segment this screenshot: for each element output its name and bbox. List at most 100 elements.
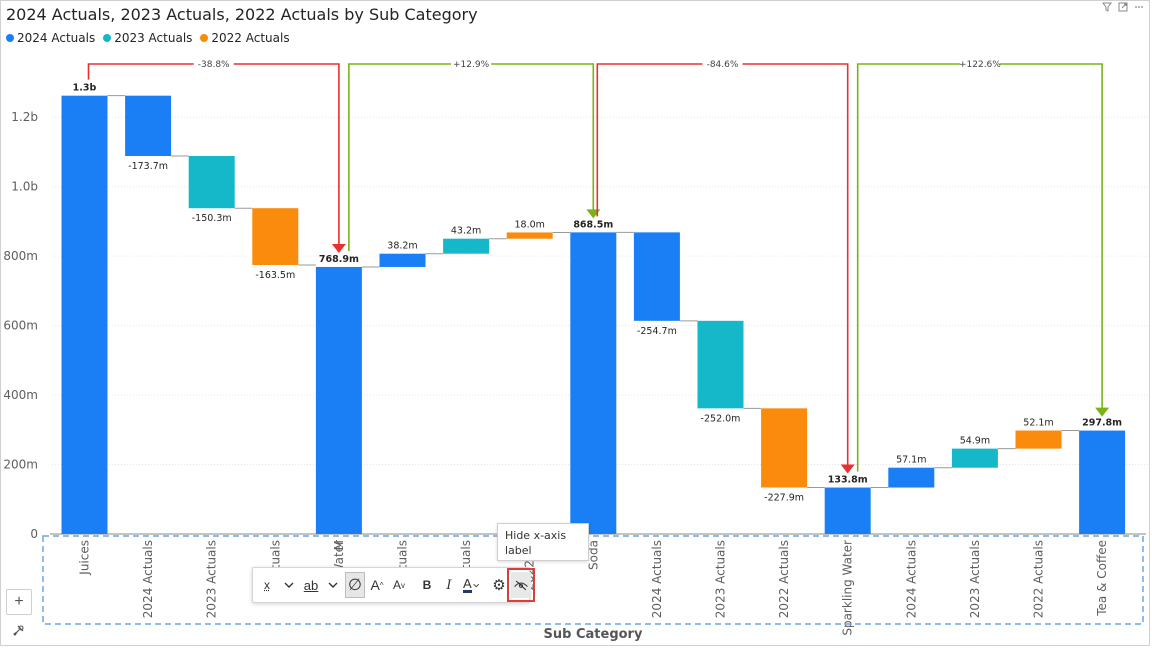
delta-bar[interactable] [951,448,998,468]
delta-bar[interactable] [125,95,172,156]
font-grow-glyph: A [370,577,380,593]
legend-label-2023: 2023 Actuals [114,31,193,45]
data-label: 768.9m [319,254,359,265]
font-grow-icon[interactable]: A ^ [370,577,384,593]
x-tick-label: Soda [586,540,600,570]
x-tick-label: 2023 Actuals [968,540,982,618]
add-glyph: + [14,593,24,610]
text-style-icon[interactable]: ab [301,572,321,598]
y-tick-label: 400m [3,388,38,402]
italic-icon[interactable]: I [439,572,459,598]
waterfall-connectors [107,95,1080,489]
data-label: 54.9m [960,436,990,447]
x-axis-label-icon[interactable]: x [257,572,277,598]
more-options-icon[interactable] [1134,2,1144,12]
hide-label-icon[interactable] [507,568,535,602]
chart-title: 2024 Actuals, 2023 Actuals, 2022 Actuals… [6,5,478,24]
italic-glyph: I [446,577,452,593]
filter-icon[interactable] [1102,2,1112,12]
variance-annotations: -38.8% +12.9% -84.6% +122.6% [87,57,1110,474]
x-tick-label: ctuals [396,540,410,576]
x-axis-label-glyph: x [264,578,270,592]
variance-label: +12.9% [453,60,490,70]
variance-arrowhead [840,464,855,474]
delta-bar[interactable] [697,320,744,409]
none-glyph: ∅ [348,577,362,594]
y-tick-label: 1.0b [11,180,38,194]
format-brush-icon[interactable] [6,617,32,643]
variance-label-bg [702,57,743,70]
data-label: 297.8m [1082,418,1122,429]
data-label: 18.0m [514,219,544,230]
variance-label: +122.6% [959,60,1001,70]
data-label: -173.7m [128,161,168,172]
variance-connector [348,63,595,251]
x-tick-label: 2023 Actuals [205,540,219,618]
legend-item-2024[interactable]: 2024 Actuals [6,31,95,45]
variance-label: -84.6% [707,60,739,70]
x-axis-title: Sub Category [544,627,643,642]
data-label: -150.3m [192,213,232,224]
legend: 2024 Actuals 2023 Actuals 2022 Actuals [6,31,290,45]
delta-bar[interactable] [252,208,299,265]
font-shrink-glyph: A [392,578,401,592]
legend-dot-2023 [103,34,112,42]
font-color-icon[interactable]: A [461,572,481,598]
data-label: -252.0m [701,413,741,424]
variance-label-bg [451,57,492,70]
settings-icon[interactable]: ⚙ [489,572,509,598]
x-tick-label: 2023 Actuals [714,540,728,618]
x-tick-label: ctuals [459,540,473,576]
delta-bar[interactable] [506,232,553,239]
bold-icon[interactable]: B [417,572,437,598]
y-tick-label: 200m [3,458,38,472]
hide-label-tooltip: Hide x-axis label [497,523,589,561]
chevron-down-icon[interactable] [323,572,343,598]
delta-bar[interactable] [379,253,426,267]
total-bar[interactable] [315,266,362,534]
total-bar[interactable] [61,95,108,534]
delta-bar[interactable] [188,155,235,209]
data-label: 38.2m [387,241,417,252]
delta-bar[interactable] [443,238,490,254]
x-tick-label: 2022 Actuals [777,540,791,618]
variance-arrowhead [586,209,601,219]
legend-label-2022: 2022 Actuals [211,31,290,45]
variance-arrowhead [331,243,346,253]
variance-label-bg [959,57,1000,70]
chevron-down-icon[interactable] [279,572,299,598]
x-tick-label: Sparkling Water [841,540,855,636]
x-tick-label: Juices [78,540,92,576]
data-label: 868.5m [573,219,613,230]
delta-bar[interactable] [761,408,808,488]
add-button[interactable]: + [6,589,32,615]
x-tick-label: ctuals [268,540,282,576]
y-tick-label: 800m [3,249,38,263]
total-bar[interactable] [570,232,617,535]
focus-mode-icon[interactable] [1118,2,1128,12]
x-tick-label: M [332,540,346,550]
legend-item-2022[interactable]: 2022 Actuals [200,31,290,45]
legend-item-2023[interactable]: 2023 Actuals [103,31,192,45]
data-label: 57.1m [896,455,926,466]
data-label: -227.9m [764,492,804,503]
delta-bar[interactable] [888,467,935,488]
variance-arrowhead [1095,407,1110,417]
x-tick-label: 2024 Actuals [650,540,664,618]
x-tick-label: 2022 Actuals [1032,540,1046,618]
settings-glyph: ⚙ [492,577,506,594]
none-icon[interactable]: ∅ [345,572,365,598]
x-tick-label: Tea & Coffee [1095,540,1109,617]
legend-label-2024: 2024 Actuals [17,31,96,45]
y-tick-label: 1.2b [11,110,38,124]
delta-bar[interactable] [1015,430,1062,449]
legend-dot-2024 [6,34,14,42]
waterfall-bars [61,95,1126,535]
delta-bar[interactable] [633,232,680,321]
total-bar[interactable] [824,487,871,534]
y-tick-label: 0 [30,527,38,541]
x-axis-selection-box[interactable] [42,535,1144,625]
total-bar[interactable] [1079,430,1126,534]
